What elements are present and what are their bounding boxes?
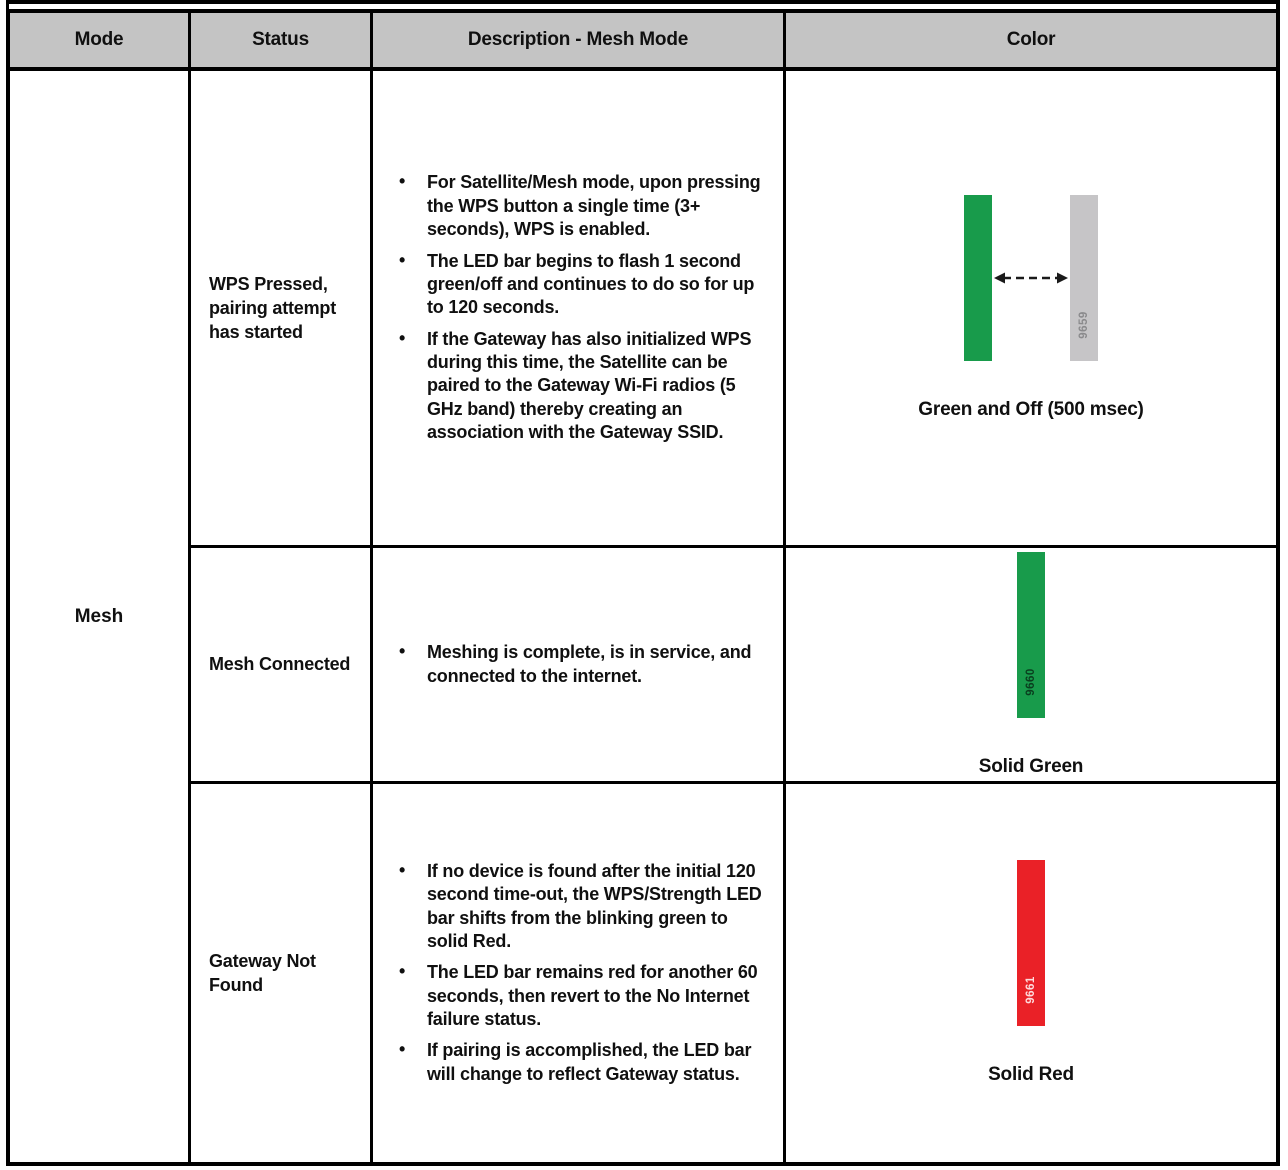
status-cell-gateway-not-found: Gateway Not Found <box>191 784 373 1162</box>
led-blink-illustration: 9659 <box>964 195 1098 361</box>
bullet-item: The LED bar begins to flash 1 second gre… <box>389 249 767 320</box>
previous-row-remnant <box>6 0 1280 9</box>
description-cell-gateway-not-found: If no device is found after the initial … <box>373 784 786 1162</box>
bullet-item: If pairing is accomplished, the LED bar … <box>389 1038 767 1086</box>
color-caption: Solid Red <box>988 1064 1074 1085</box>
led-bar-red-icon: 9661 <box>1017 860 1045 1026</box>
column-header-status: Status <box>191 13 373 71</box>
status-text: WPS Pressed, pairing attempt has started <box>209 273 337 343</box>
column-header-description-label: Description - Mesh Mode <box>467 29 689 50</box>
column-header-description: Description - Mesh Mode <box>373 13 786 71</box>
description-bullet-list: Meshing is complete, is in service, and … <box>389 633 767 696</box>
description-bullet-list: For Satellite/Mesh mode, upon pressing t… <box>389 163 767 452</box>
status-cell-mesh-connected: Mesh Connected <box>191 548 373 784</box>
status-text: Mesh Connected <box>209 654 351 675</box>
color-cell-solid-red: 9661 Solid Red <box>786 784 1276 1162</box>
bullet-item: For Satellite/Mesh mode, upon pressing t… <box>389 170 767 241</box>
column-header-color: Color <box>786 13 1276 71</box>
mode-label: Mesh <box>74 605 124 627</box>
column-header-mode: Mode <box>10 13 191 71</box>
column-header-mode-label: Mode <box>74 29 124 50</box>
description-cell-mesh-connected: Meshing is complete, is in service, and … <box>373 548 786 784</box>
led-bar-green-icon <box>964 195 992 361</box>
figure-number: 9660 <box>1025 667 1037 696</box>
status-text: Gateway Not Found <box>209 950 316 995</box>
figure-number: 9659 <box>1078 311 1090 339</box>
description-cell-wps-pressed: For Satellite/Mesh mode, upon pressing t… <box>373 71 786 548</box>
led-solid-red-illustration: 9661 <box>1017 860 1045 1026</box>
blink-double-arrow-icon <box>994 272 1068 284</box>
mode-cell: Mesh <box>10 71 191 1162</box>
bullet-item: If no device is found after the initial … <box>389 859 767 954</box>
led-status-table: Mode Status Description - Mesh Mode Colo… <box>6 9 1280 1166</box>
led-solid-green-illustration: 9660 <box>1017 551 1045 718</box>
color-caption: Green and Off (500 msec) <box>918 399 1144 420</box>
status-cell-wps-pressed: WPS Pressed, pairing attempt has started <box>191 71 373 548</box>
color-cell-green-and-off: 9659 Green and Off (500 msec) <box>786 71 1276 548</box>
led-bar-green-icon: 9660 <box>1017 551 1045 718</box>
bullet-item: If the Gateway has also initialized WPS … <box>389 327 767 445</box>
column-header-color-label: Color <box>1006 29 1056 50</box>
column-header-status-label: Status <box>252 29 309 50</box>
figure-number: 9661 <box>1025 976 1037 1004</box>
led-bar-off-icon: 9659 <box>1070 195 1098 361</box>
color-cell-solid-green: 9660 Solid Green <box>786 548 1276 784</box>
color-caption: Solid Green <box>978 755 1084 777</box>
bullet-item: The LED bar remains red for another 60 s… <box>389 960 767 1031</box>
bullet-item: Meshing is complete, is in service, and … <box>389 640 767 688</box>
description-bullet-list: If no device is found after the initial … <box>389 852 767 1095</box>
